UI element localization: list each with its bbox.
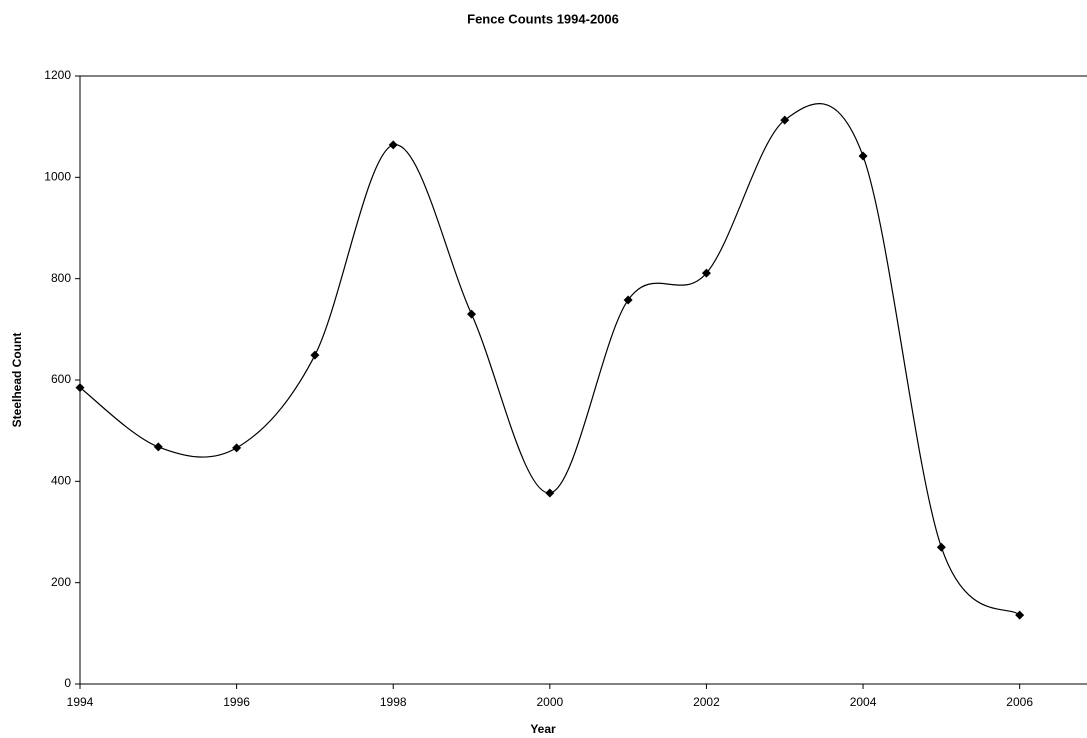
y-tick-label: 1000	[44, 170, 71, 184]
x-tick-label: 2004	[850, 695, 877, 709]
x-tick-label: 2002	[693, 695, 720, 709]
x-tick-label: 1998	[380, 695, 407, 709]
marker	[467, 309, 477, 319]
y-tick-label: 1200	[44, 68, 71, 82]
y-tick-label: 800	[51, 271, 71, 285]
marker	[1015, 610, 1025, 620]
marker	[153, 442, 163, 452]
marker	[388, 140, 398, 150]
x-tick-label: 1994	[67, 695, 94, 709]
y-tick-label: 200	[51, 575, 71, 589]
y-tick-label: 0	[64, 676, 71, 690]
marker	[780, 115, 790, 125]
marker	[232, 443, 242, 453]
chart-title: Fence Counts 1994-2006	[467, 11, 619, 26]
series-line	[79, 103, 1021, 616]
y-tick-label: 600	[51, 372, 71, 386]
marker	[623, 295, 633, 305]
marker	[858, 151, 868, 161]
marker	[936, 542, 946, 552]
y-tick-label: 400	[51, 474, 71, 488]
x-tick-label: 1996	[223, 695, 250, 709]
y-axis-label: Steelhead Count	[10, 333, 24, 428]
x-tick-label: 2006	[1006, 695, 1033, 709]
marker	[75, 383, 85, 393]
x-tick-label: 2000	[536, 695, 563, 709]
marker	[701, 268, 711, 278]
marker	[310, 350, 320, 360]
x-axis-label: Year	[530, 722, 556, 736]
marker	[545, 488, 555, 498]
